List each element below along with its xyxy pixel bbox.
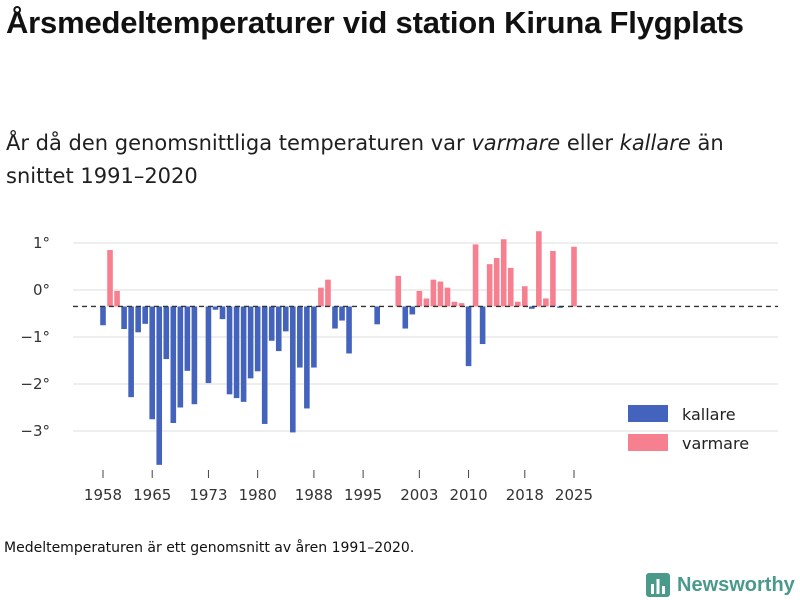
bar-2020 [536,231,542,307]
bar-2016 [507,267,514,307]
bar-1960 [114,290,120,307]
bar-2008 [451,301,458,307]
bar-1974 [212,306,219,310]
bar-1964 [142,306,148,324]
y-tick-label: 1° [33,234,50,252]
bar-2011 [472,244,479,307]
legend-swatch-colder [628,405,668,422]
bar-2012 [479,306,486,345]
bar-1984 [282,306,289,332]
x-tick-label: 1965 [133,486,171,504]
bar-1969 [177,306,184,408]
brand-logo: Newsworthy [645,570,795,600]
bar-2006 [437,281,444,307]
bar-1961 [121,306,127,330]
chart-title: Årsmedeltemperaturer vid station Kiruna … [6,5,744,40]
bar-1991 [332,306,338,329]
bar-1962 [128,306,134,398]
bars [100,231,577,465]
subtitle-text-2: eller [560,131,620,155]
bar-2025 [571,246,577,307]
bar-1968 [170,306,177,424]
bar-1992 [339,306,345,321]
grid-lines [73,242,778,432]
bar-1981 [261,306,268,424]
bar-1966 [156,306,163,465]
bar-1997 [374,306,380,325]
bar-1963 [135,306,141,333]
bar-1965 [149,306,156,420]
bar-1973 [205,306,212,384]
x-tick-label: 1988 [295,486,333,504]
bar-2022 [550,250,556,307]
bar-2009 [458,303,465,307]
x-tick-label: 2025 [555,486,593,504]
bar-1959 [107,250,113,307]
bar-1982 [268,306,275,341]
bar-1989 [318,287,324,307]
bar-2013 [486,264,493,307]
bar-2000 [395,275,402,307]
x-tick-label: 2018 [506,486,544,504]
legend-label-warmer: varmare [682,434,749,453]
x-axis: 1958 1965 1973 1980 1988 1995 2003 2010 2018 2025 [84,470,593,504]
bar-2003 [416,290,423,307]
bar-1958 [100,306,106,326]
y-tick-label: −1° [20,328,50,346]
bar-1988 [311,306,317,368]
x-tick-label: 1980 [239,486,277,504]
x-tick-label: 1995 [344,486,382,504]
temperature-bar-chart: 1° 0° −1° −2° −3° 1958 1965 1973 1980 1988 1995 20… [20,231,778,504]
y-tick-label: −3° [20,422,50,440]
y-tick-label: −2° [20,375,50,393]
bar-2019 [529,306,535,309]
bar-1967 [163,306,170,360]
bar-2001 [402,306,409,329]
x-tick-label: 2003 [400,486,438,504]
bar-2017 [514,301,521,307]
x-tick-label: 1973 [189,486,227,504]
y-tick-label: 0° [33,281,50,299]
bar-1983 [275,306,282,352]
bar-1985 [290,306,296,433]
bar-2018 [522,286,528,307]
bar-2007 [444,287,451,307]
subtitle-cold-word: kallare [619,131,691,155]
bar-1977 [233,306,240,399]
subtitle-warm-word: varmare [471,131,561,155]
bar-1978 [240,306,247,402]
bar-1976 [226,306,233,395]
bar-2010 [465,306,472,367]
bar-1971 [191,306,198,405]
x-tick-label: 2010 [449,486,487,504]
bar-2005 [430,279,437,307]
bar-2004 [423,298,430,307]
bar-2023 [557,306,563,308]
bar-2015 [500,239,507,307]
legend-label-colder: kallare [682,405,736,424]
bar-1987 [304,306,310,409]
brand-name: Newsworthy [677,573,795,596]
footnote: Medeltemperaturen är ett genomsnitt av å… [4,540,415,556]
bar-2021 [543,298,549,307]
bar-1980 [254,306,261,372]
bar-1986 [297,306,303,368]
x-tick-label: 1958 [84,486,122,504]
legend: kallare varmare [628,405,749,453]
chart-subtitle: År då den genomsnittliga temperaturen va… [6,127,786,193]
subtitle-text-3: än snittet 1991–2020 [6,131,724,188]
bar-chart-logo-icon [646,573,670,597]
legend-swatch-warmer [628,434,668,451]
bar-2014 [493,258,500,307]
bar-1979 [247,306,254,379]
bar-1993 [346,306,352,354]
y-axis: 1° 0° −1° −2° −3° [20,234,50,440]
bar-1990 [325,279,331,307]
bar-2002 [409,306,416,315]
subtitle-text-1: År då den genomsnittliga temperaturen va… [6,131,472,155]
bar-1975 [219,306,226,320]
bar-1970 [184,306,191,371]
